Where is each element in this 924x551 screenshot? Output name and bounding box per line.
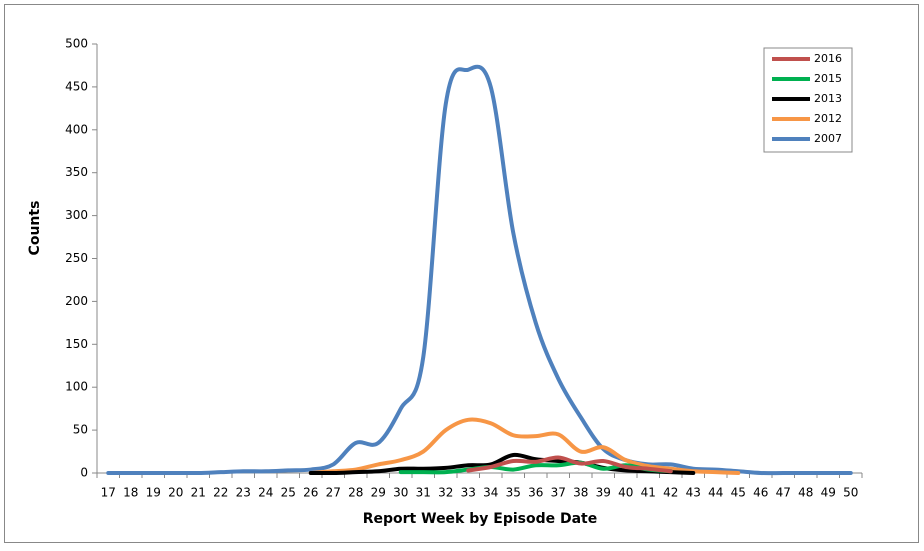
x-tick-label: 38 (573, 486, 588, 500)
x-tick-label: 43 (686, 486, 701, 500)
y-tick-label: 150 (65, 337, 88, 351)
y-tick-label: 200 (65, 294, 88, 308)
y-tick-label: 0 (80, 466, 88, 480)
x-tick-label: 40 (618, 486, 633, 500)
y-tick-label: 300 (65, 208, 88, 222)
y-tick-label: 50 (73, 423, 88, 437)
x-tick-label: 39 (596, 486, 611, 500)
line-series (308, 417, 741, 475)
legend-label: 2007 (814, 132, 842, 145)
x-tick-label: 24 (258, 486, 273, 500)
y-tick-label: 350 (65, 165, 88, 179)
y-tick-label: 500 (65, 37, 88, 51)
y-tick-label: 400 (65, 122, 88, 136)
x-tick-label: 35 (506, 486, 521, 500)
x-tick-label: 50 (843, 486, 858, 500)
x-tick-label: 21 (191, 486, 206, 500)
x-tick-label: 47 (776, 486, 791, 500)
x-tick-label: 20 (168, 486, 183, 500)
legend-label: 2012 (814, 112, 842, 125)
x-tick-label: 33 (461, 486, 476, 500)
x-tick-label: 46 (753, 486, 768, 500)
y-axis-title: Counts (27, 201, 43, 256)
x-tick-label: 23 (236, 486, 251, 500)
x-tick-label: 17 (101, 486, 116, 500)
line-series (466, 455, 673, 474)
x-tick-label: 26 (303, 486, 318, 500)
x-tick-label: 42 (663, 486, 678, 500)
x-tick-label: 44 (708, 486, 723, 500)
x-tick-label: 31 (416, 486, 431, 500)
y-tick-label: 250 (65, 251, 88, 265)
x-tick-label: 34 (483, 486, 498, 500)
x-tick-label: 32 (438, 486, 453, 500)
x-tick-label: 27 (326, 486, 341, 500)
legend-label: 2015 (814, 72, 842, 85)
x-tick-label: 25 (281, 486, 296, 500)
x-tick-label: 45 (731, 486, 746, 500)
legend-label: 2013 (814, 92, 842, 105)
x-tick-label: 29 (371, 486, 386, 500)
x-tick-label: 18 (123, 486, 138, 500)
x-tick-label: 48 (798, 486, 813, 500)
line-series (308, 452, 696, 476)
y-tick-label: 450 (65, 79, 88, 93)
x-tick-label: 37 (551, 486, 566, 500)
x-tick-label: 22 (213, 486, 228, 500)
line-series (106, 64, 853, 476)
x-axis-title: Report Week by Episode Date (363, 511, 598, 527)
x-tick-label: 36 (528, 486, 543, 500)
x-tick-label: 41 (641, 486, 656, 500)
x-tick-label: 30 (393, 486, 408, 500)
x-tick-label: 49 (821, 486, 836, 500)
x-tick-label: 28 (348, 486, 363, 500)
x-tick-label: 19 (146, 486, 161, 500)
legend-label: 2016 (814, 52, 842, 65)
y-tick-label: 100 (65, 380, 88, 394)
